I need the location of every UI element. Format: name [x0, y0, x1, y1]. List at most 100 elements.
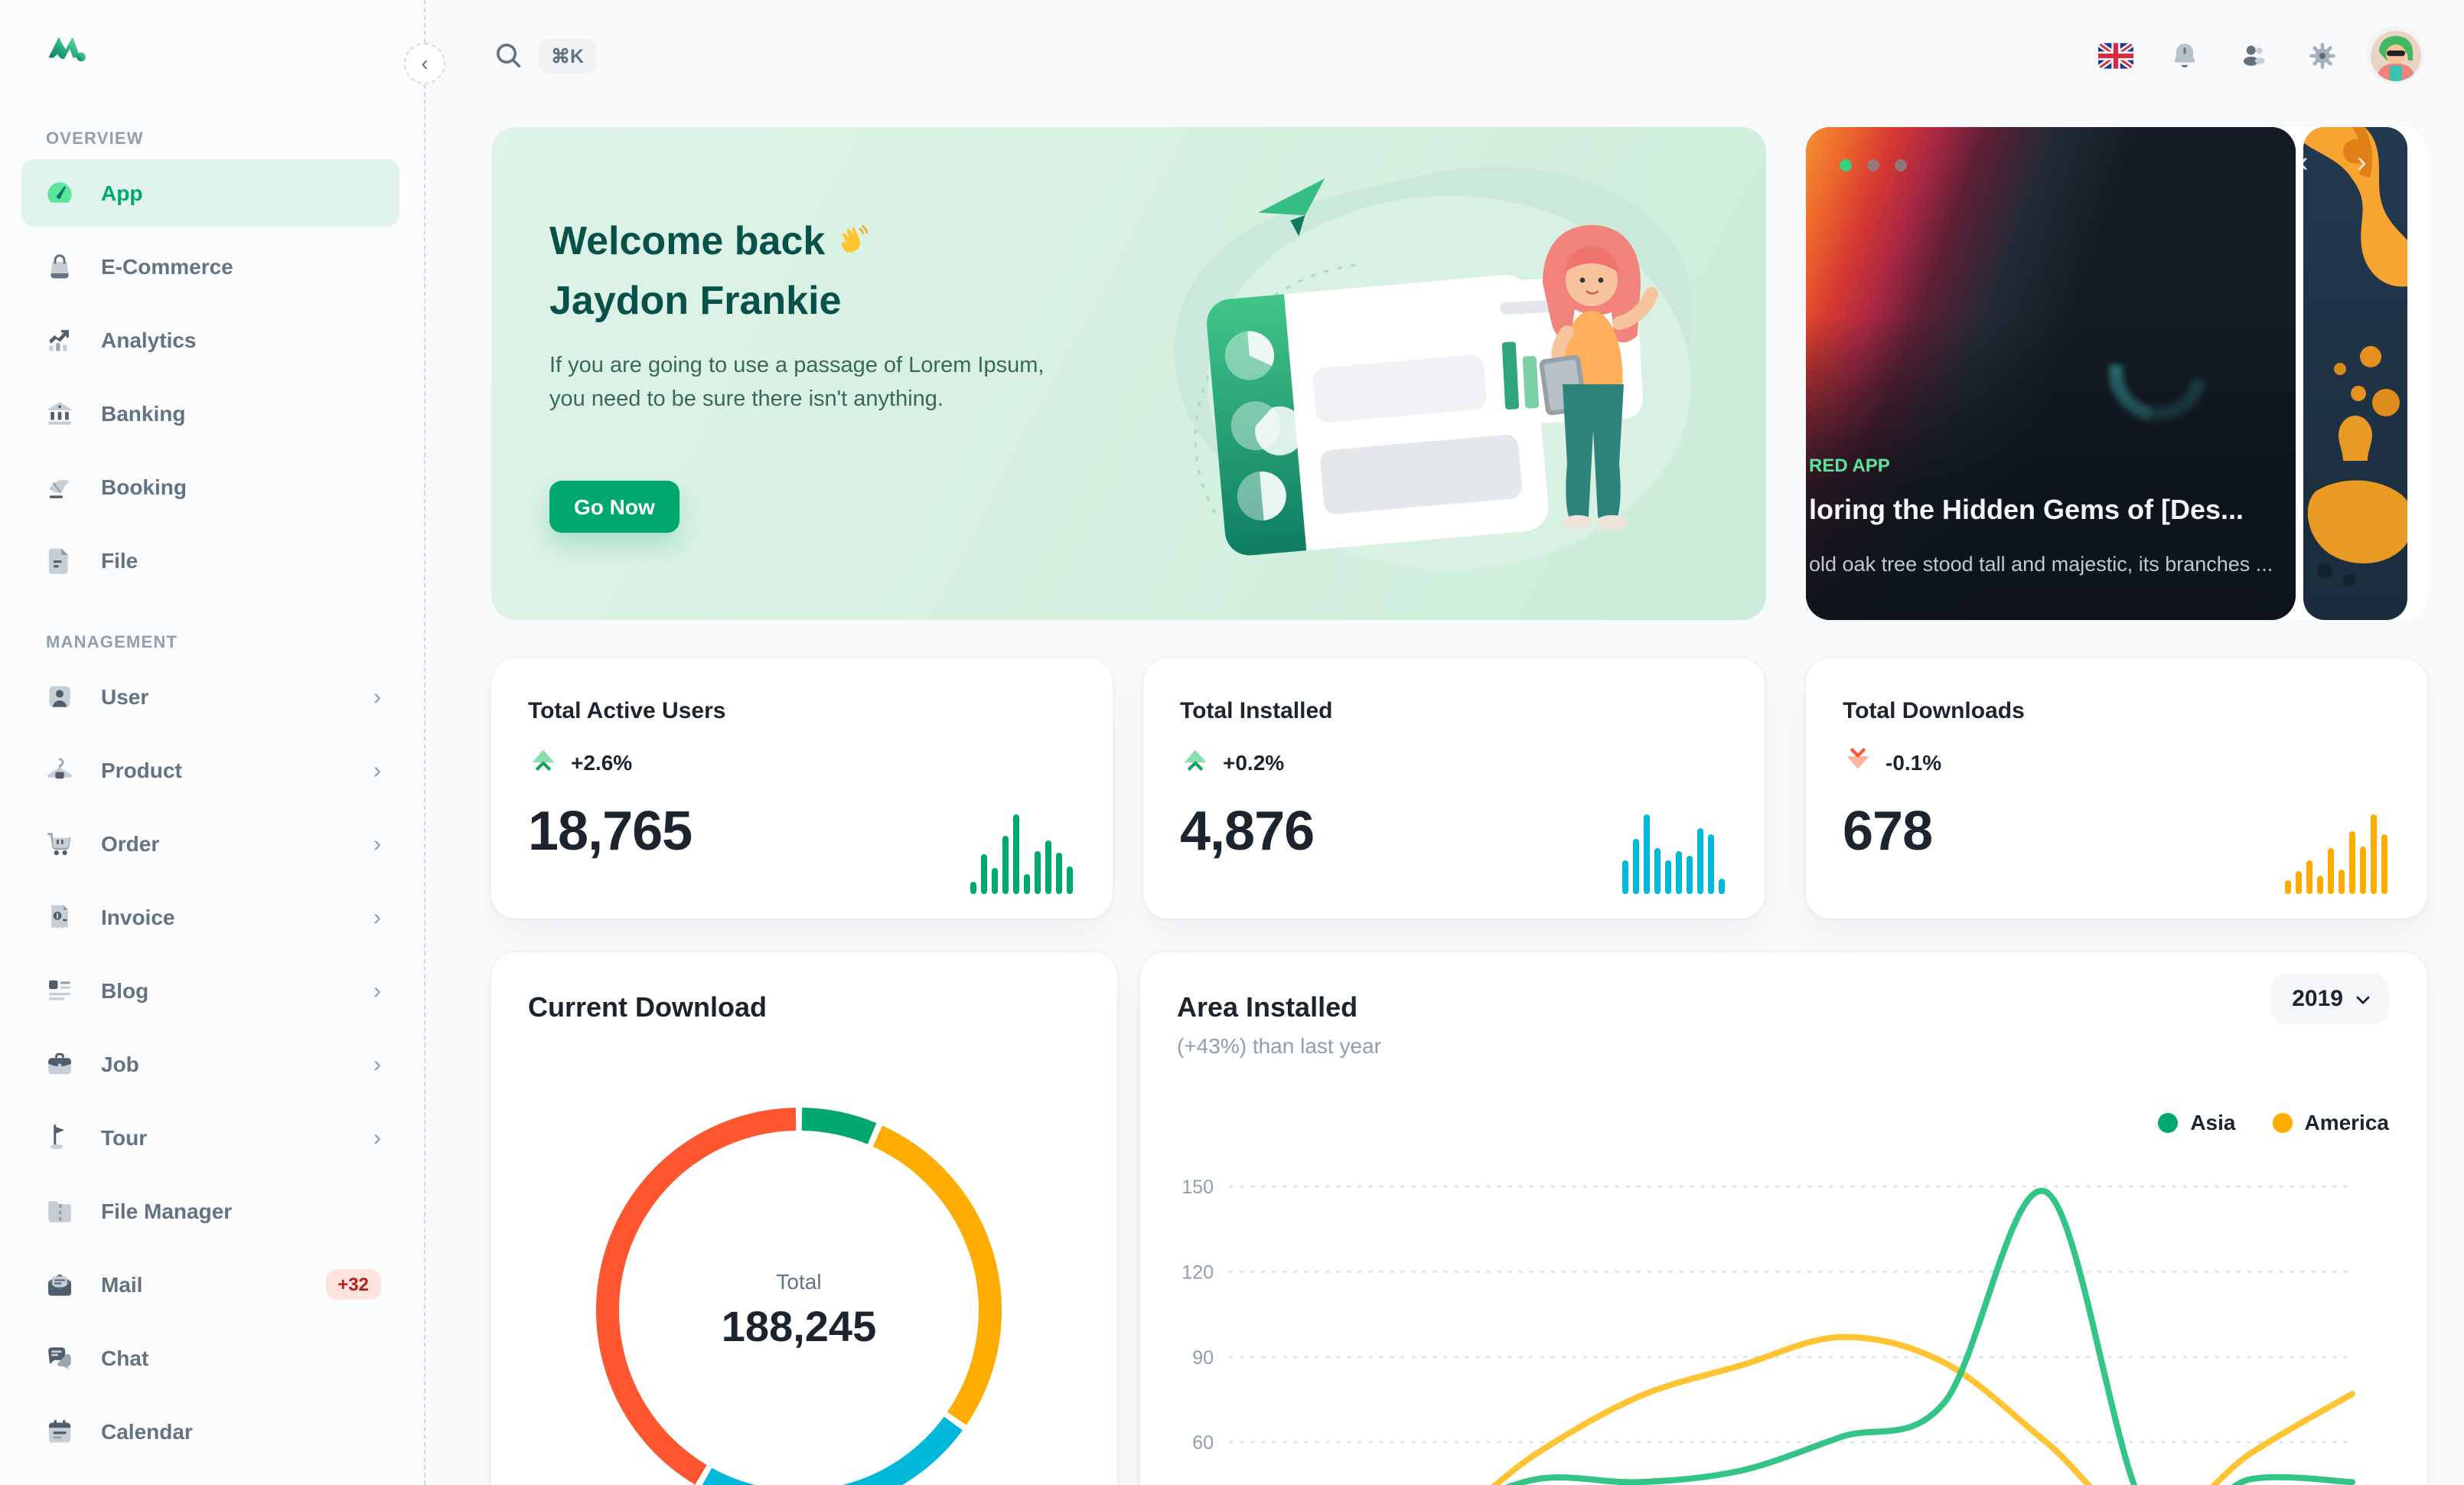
stat-trend: +2.6%: [528, 744, 632, 779]
legend-item-asia[interactable]: Asia: [2158, 1110, 2235, 1134]
sidebar-item-file-manager[interactable]: File Manager: [21, 1177, 399, 1245]
stat-trend: -0.1%: [1843, 744, 1941, 779]
sidebar-item-job[interactable]: Job ›: [21, 1030, 399, 1098]
blog-icon: [43, 974, 77, 1007]
sidebar-item-invoice[interactable]: Invoice ›: [21, 883, 399, 951]
sidebar-item-label: E-Commerce: [101, 254, 233, 279]
sidebar-collapse-button[interactable]: ‹: [404, 43, 445, 84]
sidebar-item-label: Calendar: [101, 1419, 193, 1444]
sidebar-item-e-commerce[interactable]: E-Commerce: [21, 233, 399, 300]
user-avatar[interactable]: [2366, 26, 2424, 84]
chevron-right-icon: ›: [373, 904, 381, 930]
language-flag-button[interactable]: [2091, 31, 2140, 80]
sidebar-item-app[interactable]: App: [21, 159, 399, 227]
mail-count-badge: +32: [325, 1269, 381, 1300]
carousel-dot-2[interactable]: [1867, 159, 1879, 171]
stat-card-total-installed: Total Installed +0.2% 4,876: [1143, 658, 1765, 919]
carousel-dot-3[interactable]: [1895, 159, 1907, 171]
notifications-bell-button[interactable]: [2159, 31, 2208, 80]
stat-change: +2.6%: [571, 749, 633, 774]
series-line-asia: [1504, 1187, 2355, 1485]
sidebar-item-analytics[interactable]: Analytics: [21, 306, 399, 374]
chevron-right-icon: ›: [373, 831, 381, 857]
donut-total-value: 188,245: [721, 1303, 877, 1350]
sidebar-item-calendar[interactable]: Calendar: [21, 1398, 399, 1465]
job-icon: [43, 1047, 77, 1081]
booking-icon: [43, 470, 77, 504]
go-now-button[interactable]: Go Now: [549, 481, 680, 533]
chart-legend: Asia America: [2158, 1110, 2389, 1134]
stat-card-total-downloads: Total Downloads -0.1% 678: [1806, 658, 2427, 919]
sidebar-item-label: Banking: [101, 401, 186, 426]
featured-app-title[interactable]: loring the Hidden Gems of [Des...: [1809, 494, 2244, 525]
welcome-description: If you are going to use a passage of Lor…: [549, 354, 1045, 411]
stat-value: 678: [1843, 799, 1933, 862]
carousel-prev-icon[interactable]: ‹: [2299, 147, 2309, 179]
stat-title: Total Downloads: [1843, 698, 2025, 724]
sidebar-item-label: Tour: [101, 1125, 148, 1150]
welcome-card: Welcome back Jaydon Frankie If you are g…: [491, 127, 1766, 620]
settings-gear-button[interactable]: [2297, 31, 2346, 80]
sidebar-item-file[interactable]: File: [21, 527, 399, 594]
sidebar: OVERVIEW App E-Commerce Analytics Banking Boo…: [0, 0, 425, 1485]
carousel-next-icon[interactable]: ›: [2357, 147, 2367, 179]
sidebar-item-label: Analytics: [101, 328, 197, 352]
featured-next-slide[interactable]: [2303, 127, 2407, 620]
sidebar-item-label: User: [101, 684, 149, 709]
order-icon: [43, 827, 77, 860]
sidebar-item-tour[interactable]: Tour ›: [21, 1104, 399, 1171]
sidebar-item-label: Order: [101, 831, 160, 856]
current-download-card: Current Download Total 188,245: [491, 952, 1117, 1485]
y-axis-tick: 120: [1181, 1261, 1214, 1283]
year-select[interactable]: 2019: [2270, 974, 2389, 1024]
carousel-dot-1[interactable]: [1840, 159, 1852, 171]
sidebar-item-mail[interactable]: Mail +32: [21, 1251, 399, 1318]
trend-up-icon: [1180, 744, 1211, 779]
chevron-down-icon: [2356, 995, 2370, 1004]
stat-trend: +0.2%: [1180, 744, 1284, 779]
donut-segment-4: [596, 1108, 1002, 1485]
sidebar-item-product[interactable]: Product ›: [21, 736, 399, 804]
sidebar-item-chat[interactable]: Chat: [21, 1324, 399, 1392]
bank-icon: [43, 397, 77, 430]
stat-mini-bar-chart: [2285, 814, 2387, 894]
minimal-logo[interactable]: [46, 28, 87, 77]
search-bar: ⌘K: [490, 37, 597, 73]
chevron-right-icon: ›: [373, 1124, 381, 1150]
header-actions: [2091, 26, 2424, 84]
analytics-icon: [43, 323, 77, 357]
bag-icon: [43, 250, 77, 283]
chevron-right-icon: ›: [373, 684, 381, 710]
sidebar-item-label: Job: [101, 1052, 139, 1076]
current-download-title: Current Download: [528, 992, 767, 1023]
featured-app-card[interactable]: RED APP loring the Hidden Gems of [Des..…: [1806, 127, 2296, 620]
sidebar-item-banking[interactable]: Banking: [21, 380, 399, 447]
stat-mini-bar-chart: [1622, 814, 1725, 894]
y-axis-tick: 150: [1181, 1177, 1214, 1198]
chevron-right-icon: ›: [373, 757, 381, 783]
legend-item-america[interactable]: America: [2272, 1110, 2389, 1134]
sidebar-item-label: Product: [101, 758, 182, 782]
sidebar-item-label: App: [101, 181, 143, 205]
stat-change: +0.2%: [1223, 749, 1285, 774]
stat-value: 4,876: [1180, 799, 1315, 862]
search-icon[interactable]: [490, 37, 526, 73]
y-axis-tick: 60: [1192, 1432, 1214, 1454]
legend-label: America: [2304, 1110, 2389, 1134]
donut-segment-2: [596, 1108, 1002, 1485]
stat-value: 18,765: [528, 799, 693, 862]
trend-down-icon: [1843, 744, 1873, 779]
donut-total-label: Total: [776, 1269, 822, 1294]
legend-dot: [2272, 1112, 2293, 1132]
sidebar-item-user[interactable]: User ›: [21, 663, 399, 730]
contacts-button[interactable]: [2228, 31, 2277, 80]
sidebar-item-label: Chat: [101, 1346, 149, 1370]
sidebar-item-booking[interactable]: Booking: [21, 453, 399, 521]
waving-hand-icon: [834, 217, 871, 273]
sidebar-item-order[interactable]: Order ›: [21, 810, 399, 877]
invoice-icon: [43, 900, 77, 934]
gauge-icon: [43, 176, 77, 210]
sidebar-item-label: Booking: [101, 475, 187, 499]
sidebar-item-blog[interactable]: Blog ›: [21, 957, 399, 1024]
